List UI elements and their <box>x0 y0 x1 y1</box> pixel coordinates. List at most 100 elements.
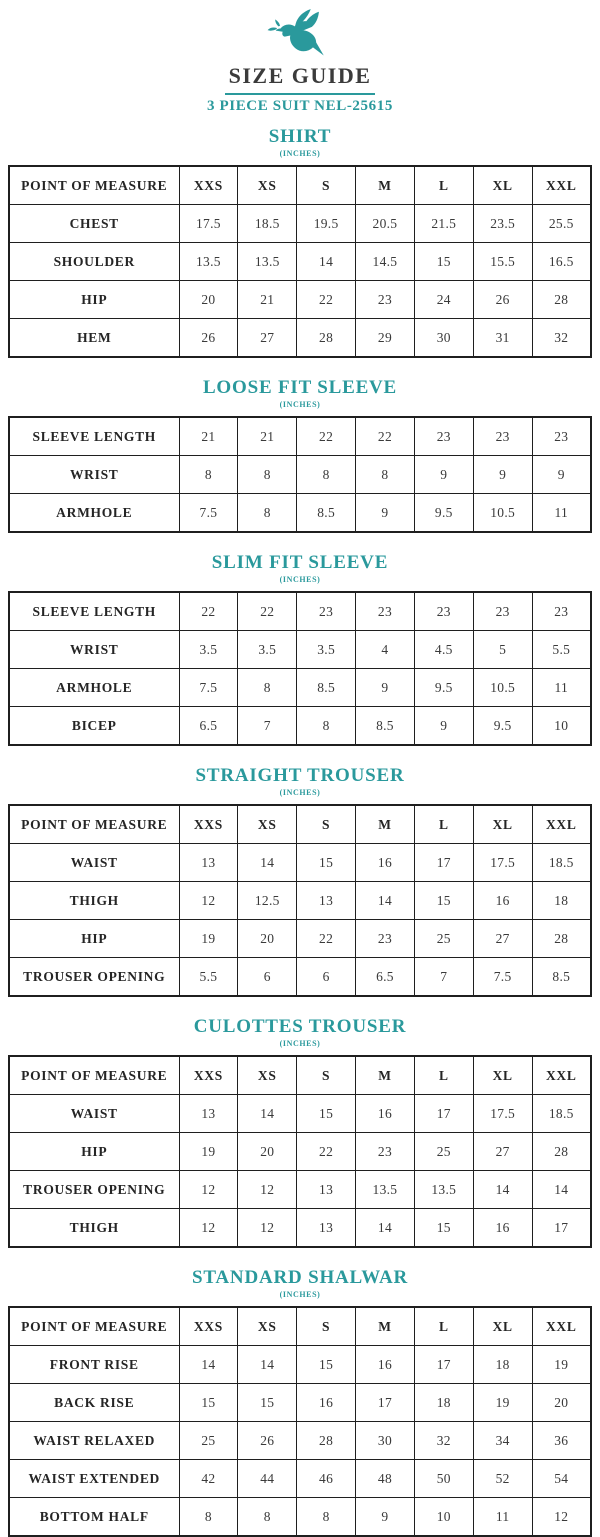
measure-value-cell: 7.5 <box>178 493 239 533</box>
size-table: POINT OF MEASURE XXS XS S M L XL XXL WAIST 13 14 1… <box>8 804 592 997</box>
measure-value-cell: 18 <box>472 1345 533 1384</box>
measure-value-cell: 6.5 <box>178 706 239 746</box>
measure-value-cell: 25 <box>413 1132 474 1171</box>
section-title: STANDARD SHALWAR <box>191 1267 409 1288</box>
measure-row: TROUSER OPENING 12 12 13 13.5 13.5 14 14 <box>8 1170 592 1209</box>
column-header-size: S <box>296 1306 357 1346</box>
measure-row: CHEST 17.5 18.5 19.5 20.5 21.5 23.5 25.5 <box>8 204 592 243</box>
measure-value-cell: 48 <box>355 1459 415 1498</box>
measure-value-cell: 21 <box>178 416 239 456</box>
measure-value-cell: 11 <box>472 1497 533 1537</box>
column-header-size: L <box>413 1055 474 1095</box>
dove-icon <box>267 9 324 56</box>
row-label: ARMHOLE <box>8 668 180 707</box>
section-title: LOOSE FIT SLEEVE <box>202 377 398 398</box>
measure-value-cell: 17.5 <box>472 1094 533 1133</box>
measure-value-cell: 8 <box>296 706 357 746</box>
row-label: TROUSER OPENING <box>8 957 180 997</box>
measure-value-cell: 23 <box>355 280 415 319</box>
measure-value-cell: 12 <box>178 881 239 920</box>
measure-value-cell: 17 <box>531 1208 592 1248</box>
measure-value-cell: 30 <box>355 1421 415 1460</box>
column-header-size: XS <box>237 804 298 844</box>
measure-value-cell: 28 <box>296 1421 357 1460</box>
measure-value-cell: 10.5 <box>472 668 533 707</box>
measure-value-cell: 9.5 <box>472 706 533 746</box>
measure-value-cell: 4 <box>355 630 415 669</box>
measure-value-cell: 17 <box>355 1383 415 1422</box>
column-header-point-of-measure: POINT OF MEASURE <box>8 804 180 844</box>
measure-value-cell: 7.5 <box>472 957 533 997</box>
measure-value-cell: 8.5 <box>355 706 415 746</box>
measure-value-cell: 22 <box>296 919 357 958</box>
measure-row: BICEP 6.5 7 8 8.5 9 9.5 10 <box>8 706 592 746</box>
measure-value-cell: 22 <box>296 416 357 456</box>
measure-value-cell: 15.5 <box>472 242 533 281</box>
measure-value-cell: 16.5 <box>531 242 592 281</box>
size-section: STANDARD SHALWAR (INCHES) POINT OF MEASU… <box>0 1266 600 1537</box>
measure-value-cell: 5.5 <box>178 957 239 997</box>
measure-value-cell: 12 <box>178 1170 239 1209</box>
measure-value-cell: 10 <box>413 1497 474 1537</box>
measure-value-cell: 11 <box>531 493 592 533</box>
measure-value-cell: 22 <box>355 416 415 456</box>
column-header-size: L <box>413 804 474 844</box>
section-title: SHIRT <box>268 126 332 147</box>
column-header-size: M <box>355 1055 415 1095</box>
measure-value-cell: 14 <box>237 1094 298 1133</box>
brand-logo <box>0 8 600 62</box>
size-table-body: SLEEVE LENGTH 21 21 22 22 23 23 23 WRIST 8 8 8 8 9 9 9 A… <box>8 416 592 533</box>
measure-value-cell: 13 <box>296 1170 357 1209</box>
column-header-point-of-measure: POINT OF MEASURE <box>8 165 180 205</box>
measure-value-cell: 14 <box>237 1345 298 1384</box>
column-header-size: L <box>413 1306 474 1346</box>
measure-value-cell: 16 <box>355 1345 415 1384</box>
column-header-size: S <box>296 804 357 844</box>
measure-value-cell: 13 <box>178 843 239 882</box>
unit-label: (INCHES) <box>279 149 321 158</box>
measure-value-cell: 14.5 <box>355 242 415 281</box>
measure-value-cell: 28 <box>531 280 592 319</box>
row-label: ARMHOLE <box>8 493 180 533</box>
row-label: WAIST <box>8 843 180 882</box>
measure-row: HIP 19 20 22 23 25 27 28 <box>8 919 592 958</box>
row-label: BACK RISE <box>8 1383 180 1422</box>
size-table-head: POINT OF MEASURE XXS XS S M L XL XXL <box>8 165 592 205</box>
measure-row: SLEEVE LENGTH 21 21 22 22 23 23 23 <box>8 416 592 456</box>
measure-value-cell: 20 <box>237 919 298 958</box>
page-subtitle: 3 PIECE SUIT NEL-25615 <box>207 98 393 114</box>
measure-row: HEM 26 27 28 29 30 31 32 <box>8 318 592 358</box>
measure-value-cell: 28 <box>296 318 357 358</box>
column-header-size: XL <box>472 1055 533 1095</box>
measure-value-cell: 9.5 <box>413 668 474 707</box>
measure-value-cell: 23 <box>531 591 592 631</box>
measure-value-cell: 9 <box>355 493 415 533</box>
measure-row: BACK RISE 15 15 16 17 18 19 20 <box>8 1383 592 1422</box>
measure-value-cell: 23 <box>531 416 592 456</box>
column-header-size: XXS <box>178 1055 239 1095</box>
measure-value-cell: 23 <box>296 591 357 631</box>
column-header-size: M <box>355 804 415 844</box>
measure-value-cell: 16 <box>472 1208 533 1248</box>
measure-value-cell: 25.5 <box>531 204 592 243</box>
measure-value-cell: 16 <box>355 843 415 882</box>
measure-value-cell: 13.5 <box>178 242 239 281</box>
measure-row: WRIST 3.5 3.5 3.5 4 4.5 5 5.5 <box>8 630 592 669</box>
measure-value-cell: 8.5 <box>296 668 357 707</box>
measure-value-cell: 16 <box>296 1383 357 1422</box>
section-title: CULOTTES TROUSER <box>193 1016 407 1037</box>
measure-value-cell: 10.5 <box>472 493 533 533</box>
measure-value-cell: 14 <box>296 242 357 281</box>
measure-value-cell: 8 <box>178 1497 239 1537</box>
row-label: FRONT RISE <box>8 1345 180 1384</box>
size-table: SLEEVE LENGTH 22 22 23 23 23 23 23 WRIST 3.5 3.5 3.… <box>8 591 592 746</box>
measure-row: THIGH 12 12.5 13 14 15 16 18 <box>8 881 592 920</box>
measure-value-cell: 8 <box>237 668 298 707</box>
measure-value-cell: 16 <box>355 1094 415 1133</box>
measure-value-cell: 12.5 <box>237 881 298 920</box>
measure-value-cell: 23 <box>355 1132 415 1171</box>
sections-container: SHIRT (INCHES) POINT OF MEASURE XXS XS S M L X… <box>0 125 600 1537</box>
measure-row: WAIST 13 14 15 16 17 17.5 18.5 <box>8 1094 592 1133</box>
measure-row: ARMHOLE 7.5 8 8.5 9 9.5 10.5 11 <box>8 668 592 707</box>
